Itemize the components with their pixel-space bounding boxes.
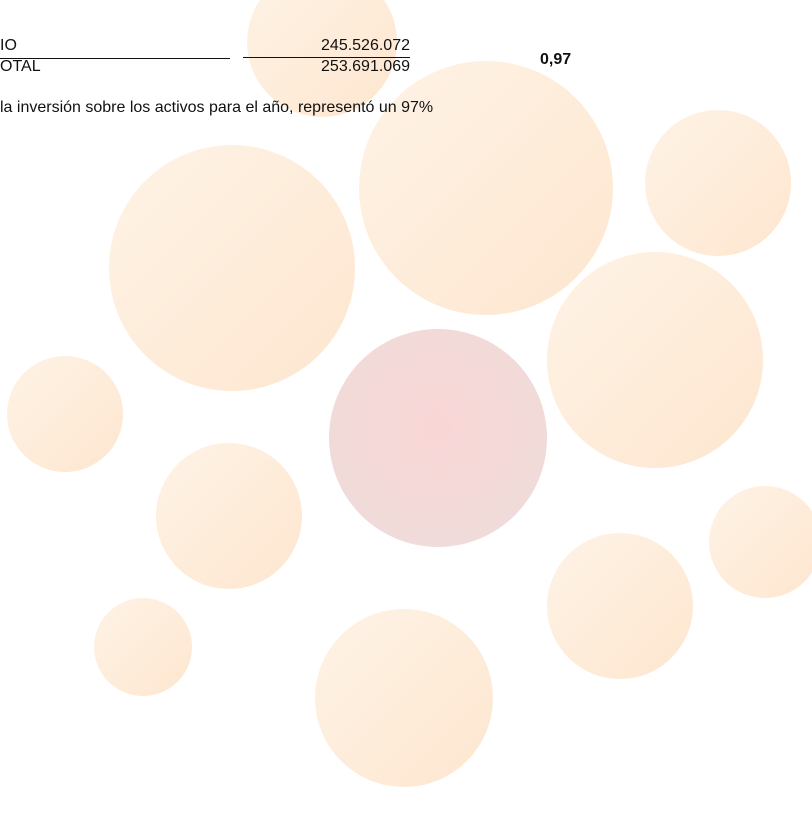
row-value: 245.526.072	[240, 37, 410, 55]
circle	[315, 609, 493, 787]
row-value: 253.691.069	[240, 58, 410, 76]
circle	[156, 443, 302, 589]
circle	[547, 252, 763, 468]
circle	[547, 533, 693, 679]
circle	[109, 145, 355, 391]
circle	[94, 598, 192, 696]
decor-circles	[0, 0, 812, 815]
circle	[709, 486, 812, 598]
row-label: OTAL	[0, 58, 41, 76]
circle	[7, 356, 123, 472]
circle	[329, 329, 547, 547]
note: la inversión sobre los activos para el a…	[0, 99, 433, 117]
page: IO 245.526.072 OTAL 253.691.069 0,97 la …	[0, 0, 812, 815]
row-label: IO	[0, 37, 17, 55]
ratio: 0,97	[540, 51, 571, 69]
circle	[645, 110, 791, 256]
